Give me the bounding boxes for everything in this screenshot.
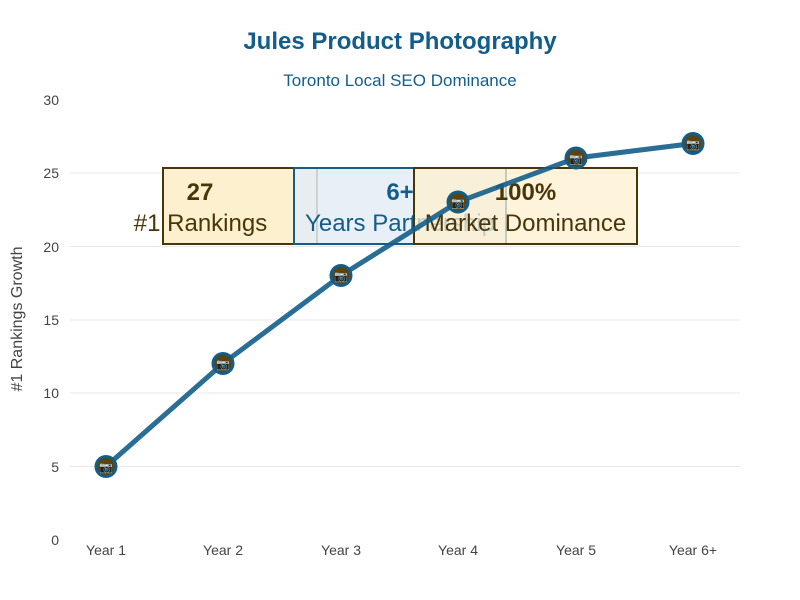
stat-box-dominance: 100% Market Dominance [413, 167, 638, 245]
svg-text:15: 15 [43, 312, 59, 328]
svg-text:0: 0 [51, 532, 59, 548]
chart-title: Jules Product Photography [243, 28, 557, 55]
stat-value: 27 [186, 179, 214, 206]
svg-text:Year 6+: Year 6+ [669, 542, 717, 558]
svg-text:Year 5: Year 5 [556, 542, 596, 558]
svg-text:25: 25 [43, 165, 59, 181]
svg-text:30: 30 [43, 92, 59, 108]
stat-label: Market Dominance [424, 210, 627, 237]
svg-text:Year 2: Year 2 [203, 542, 243, 558]
svg-text:10: 10 [43, 385, 59, 401]
stat-value: 100% [494, 179, 557, 206]
stat-label: #1 Rankings [133, 210, 268, 237]
svg-text:Year 3: Year 3 [321, 542, 361, 558]
x-ticks: Year 1 Year 2 Year 3 Year 4 Year 5 Year … [86, 542, 717, 558]
svg-text:20: 20 [43, 239, 59, 255]
svg-text:5: 5 [51, 459, 59, 475]
y-ticks: 0 5 10 15 20 25 30 [43, 92, 59, 548]
chart-subtitle: Toronto Local SEO Dominance [283, 71, 517, 90]
svg-text:Year 4: Year 4 [438, 542, 478, 558]
svg-text:Year 1: Year 1 [86, 542, 126, 558]
